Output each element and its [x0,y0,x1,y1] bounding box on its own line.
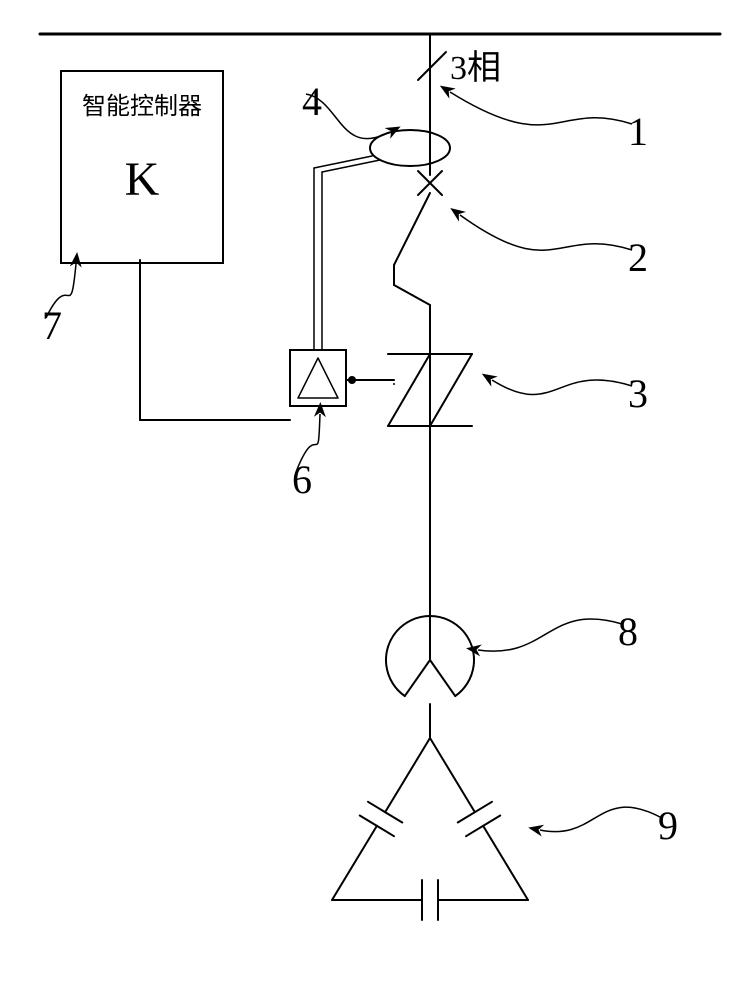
diagram-svg [0,0,743,1000]
